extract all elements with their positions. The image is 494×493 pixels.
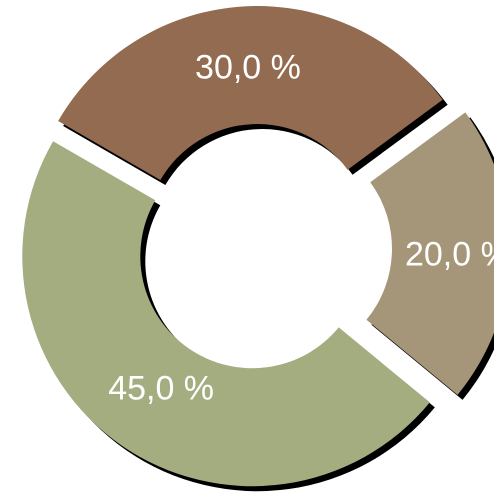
pie-slice (366, 112, 494, 395)
pie-slice (58, 6, 443, 181)
slices (22, 6, 494, 487)
slice-label-30: 30,0 % (195, 48, 301, 86)
slice-label-20: 20,0 % (405, 236, 494, 274)
pie-slice (22, 141, 430, 487)
slice-labels: 30,0 % 20,0 % 45,0 % (108, 48, 494, 407)
slice-label-45: 45,0 % (108, 370, 214, 408)
